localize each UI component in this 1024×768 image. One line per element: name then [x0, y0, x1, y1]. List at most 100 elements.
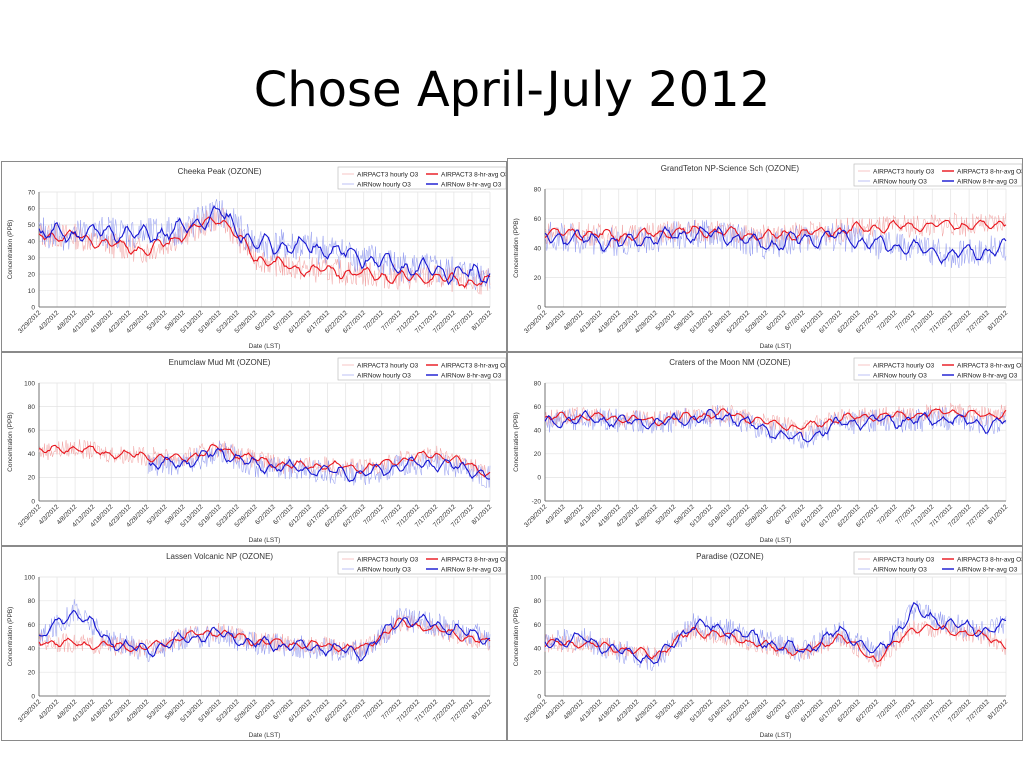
chart-title: Lassen Volcanic NP (OZONE) [166, 552, 273, 561]
legend-entry-airnow-hourly-o3: AIRNow hourly O3 [357, 372, 411, 379]
series-line-airnow-8hr [38, 609, 491, 662]
x-tick-label: 3/29/2012 [17, 309, 43, 335]
y-tick-label: 50 [28, 222, 36, 229]
series-line-airnow-8hr [148, 447, 491, 483]
y-tick-label: 20 [28, 475, 36, 482]
y-tick-label: 80 [28, 598, 36, 605]
legend-entry-airpact3-8-hr-avg-o3: AIRPACT3 8-hr-avg O3 [441, 171, 507, 178]
x-axis-label: Date (LST) [249, 537, 281, 544]
y-tick-label: 60 [28, 206, 36, 213]
y-axis-label: Concentration (PPB) [513, 218, 520, 278]
y-tick-label: 80 [28, 404, 36, 411]
legend-entry-airpact3-8-hr-avg-o3: AIRPACT3 8-hr-avg O3 [441, 556, 507, 563]
y-tick-label: 20 [534, 451, 542, 458]
x-tick-label: 3/29/2012 [17, 698, 43, 724]
y-tick-label: 30 [28, 255, 36, 262]
legend: AIRPACT3 hourly O3 AIRPACT3 8-hr-avg O3 AI… [337, 551, 507, 575]
y-tick-label: 60 [28, 428, 36, 435]
y-tick-label: 40 [534, 245, 542, 252]
y-tick-label: 100 [24, 380, 35, 387]
x-tick-label: 3/29/2012 [17, 503, 43, 529]
series-line-airnow-8hr [544, 225, 1007, 265]
series-line-airpact-8hr [544, 623, 1007, 663]
x-tick-label: 3/29/2012 [523, 698, 549, 724]
y-tick-label: 0 [31, 304, 35, 311]
y-tick-label: 60 [534, 622, 542, 629]
x-axis-label: Date (LST) [760, 732, 792, 739]
series-line-airpact-hourly [544, 211, 1007, 248]
legend-entry-airpact3-8-hr-avg-o3: AIRPACT3 8-hr-avg O3 [441, 362, 507, 369]
y-tick-label: 70 [28, 189, 36, 196]
x-axis-label: Date (LST) [760, 343, 792, 350]
x-tick-label: 8/1/2012 [471, 503, 494, 526]
x-tick-label: 3/29/2012 [523, 309, 549, 335]
y-tick-label: -20 [532, 498, 542, 505]
chart-title: Enumclaw Mud Mt (OZONE) [169, 358, 271, 367]
series-line-airnow-hourly [147, 441, 491, 489]
chart-panel-grandteton: GrandTeton NP-Science Sch (OZONE) 0 20 40 60… [507, 158, 1023, 352]
legend-entry-airnow-hourly-o3: AIRNow hourly O3 [873, 372, 927, 379]
y-tick-label: 0 [537, 475, 541, 482]
legend-entry-airnow-8-hr-avg-o3: AIRNow 8-hr-avg O3 [441, 566, 502, 573]
y-tick-label: 0 [31, 693, 35, 700]
series-line-airnow-hourly [544, 219, 1007, 269]
series-line-airpact-8hr [544, 408, 1007, 432]
y-tick-label: 60 [534, 404, 542, 411]
chart-title: GrandTeton NP-Science Sch (OZONE) [661, 164, 800, 173]
legend-entry-airpact3-hourly-o3: AIRPACT3 hourly O3 [357, 362, 419, 369]
legend-entry-airpact3-8-hr-avg-o3: AIRPACT3 8-hr-avg O3 [957, 362, 1023, 369]
series-line-airpact-hourly [38, 439, 491, 478]
x-tick-label: 8/1/2012 [471, 309, 494, 332]
legend: AIRPACT3 hourly O3 AIRPACT3 8-hr-avg O3 AI… [853, 551, 1023, 575]
y-tick-label: 80 [534, 186, 542, 193]
x-tick-label: 8/1/2012 [987, 503, 1010, 526]
legend: AIRPACT3 hourly O3 AIRPACT3 8-hr-avg O3 AI… [853, 163, 1023, 187]
legend-entry-airnow-8-hr-avg-o3: AIRNow 8-hr-avg O3 [441, 372, 502, 379]
y-tick-label: 80 [534, 380, 542, 387]
y-axis-label: Concentration (PPB) [513, 412, 520, 472]
y-axis-label: Concentration (PPB) [7, 220, 14, 280]
legend-entry-airnow-8-hr-avg-o3: AIRNow 8-hr-avg O3 [957, 178, 1018, 185]
chart-panel-craters-moon: Craters of the Moon NM (OZONE) -20 0 20 40 60… [507, 352, 1023, 546]
y-tick-label: 40 [28, 239, 36, 246]
series-line-airpact-8hr [544, 219, 1007, 243]
chart-panel-lassen: Lassen Volcanic NP (OZONE) 0 20 40 60 80 100 3/… [1, 546, 507, 741]
x-axis-label: Date (LST) [760, 537, 792, 544]
legend-entry-airpact3-8-hr-avg-o3: AIRPACT3 8-hr-avg O3 [957, 556, 1023, 563]
y-tick-label: 20 [28, 670, 36, 677]
series-line-airpact-8hr [38, 443, 491, 478]
y-tick-label: 0 [537, 693, 541, 700]
y-tick-label: 60 [28, 622, 36, 629]
legend-entry-airnow-hourly-o3: AIRNow hourly O3 [873, 178, 927, 185]
y-tick-label: 100 [24, 574, 35, 581]
legend-entry-airpact3-hourly-o3: AIRPACT3 hourly O3 [357, 171, 419, 178]
legend: AIRPACT3 hourly O3 AIRPACT3 8-hr-avg O3 AI… [337, 166, 507, 190]
legend-entry-airnow-hourly-o3: AIRNow hourly O3 [357, 181, 411, 188]
series-line-airnow-8hr [544, 408, 1007, 443]
x-axis-label: Date (LST) [249, 343, 281, 350]
legend-entry-airpact3-8-hr-avg-o3: AIRPACT3 8-hr-avg O3 [957, 168, 1023, 175]
chart-title: Paradise (OZONE) [696, 552, 764, 561]
legend: AIRPACT3 hourly O3 AIRPACT3 8-hr-avg O3 AI… [337, 357, 507, 381]
legend-entry-airpact3-hourly-o3: AIRPACT3 hourly O3 [873, 556, 935, 563]
y-tick-label: 20 [28, 271, 36, 278]
series-line-airnow-hourly [544, 600, 1007, 672]
series-line-airpact-hourly [38, 207, 491, 295]
y-tick-label: 20 [534, 275, 542, 282]
y-tick-label: 40 [534, 646, 542, 653]
chart-title: Cheeka Peak (OZONE) [178, 167, 262, 176]
series-line-airnow-hourly [38, 599, 491, 664]
legend-entry-airpact3-hourly-o3: AIRPACT3 hourly O3 [357, 556, 419, 563]
legend-entry-airnow-hourly-o3: AIRNow hourly O3 [873, 566, 927, 573]
legend-entry-airnow-hourly-o3: AIRNow hourly O3 [357, 566, 411, 573]
y-tick-label: 40 [534, 428, 542, 435]
y-tick-label: 60 [534, 216, 542, 223]
legend-entry-airnow-8-hr-avg-o3: AIRNow 8-hr-avg O3 [441, 181, 502, 188]
x-axis-label: Date (LST) [249, 732, 281, 739]
series-line-airnow-8hr [544, 601, 1007, 665]
legend-entry-airpact3-hourly-o3: AIRPACT3 hourly O3 [873, 362, 935, 369]
y-axis-label: Concentration (PPB) [7, 412, 14, 472]
y-axis-label: Concentration (PPB) [513, 607, 520, 667]
y-tick-label: 80 [534, 598, 542, 605]
y-tick-label: 40 [28, 646, 36, 653]
